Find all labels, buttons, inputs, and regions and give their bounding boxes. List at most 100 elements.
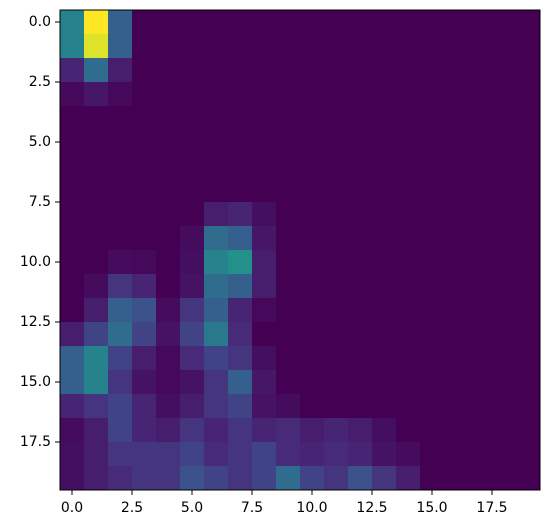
cell: [516, 106, 541, 131]
cell: [156, 130, 181, 155]
cell: [420, 418, 445, 443]
cell: [204, 10, 229, 35]
cell: [132, 178, 157, 203]
cell: [252, 442, 277, 467]
cell: [372, 346, 397, 371]
cell: [228, 418, 253, 443]
cell: [372, 274, 397, 299]
cell: [276, 394, 301, 419]
cell: [84, 418, 109, 443]
cell: [276, 322, 301, 347]
cell: [348, 394, 373, 419]
cell: [60, 58, 85, 83]
cell: [108, 370, 133, 395]
cell: [444, 130, 469, 155]
cell: [348, 418, 373, 443]
cell: [516, 202, 541, 227]
cell: [492, 418, 517, 443]
cell: [444, 154, 469, 179]
cell: [420, 322, 445, 347]
cell: [324, 10, 349, 35]
x-tick-label: 12.5: [356, 500, 387, 516]
cell: [252, 106, 277, 131]
y-tick-label: 7.5: [29, 194, 51, 210]
axes-frame: [59, 9, 541, 491]
cell: [276, 370, 301, 395]
cell: [324, 82, 349, 107]
cell: [348, 250, 373, 275]
cell: [60, 298, 85, 323]
cell: [492, 394, 517, 419]
cell: [204, 466, 229, 491]
cell: [252, 226, 277, 251]
cell: [60, 10, 85, 35]
cell: [276, 82, 301, 107]
cell: [228, 346, 253, 371]
cell: [492, 442, 517, 467]
cell: [300, 106, 325, 131]
cell: [228, 202, 253, 227]
cell: [348, 274, 373, 299]
cell: [228, 58, 253, 83]
cell: [84, 10, 109, 35]
cell: [156, 466, 181, 491]
cell: [396, 58, 421, 83]
cell: [180, 106, 205, 131]
cell: [276, 418, 301, 443]
cell: [204, 58, 229, 83]
cell: [420, 394, 445, 419]
cell: [468, 346, 493, 371]
cell: [468, 58, 493, 83]
y-tick-label: 15.0: [20, 374, 51, 390]
cell: [60, 154, 85, 179]
cell: [324, 466, 349, 491]
cell: [372, 154, 397, 179]
cell: [492, 274, 517, 299]
cell: [84, 226, 109, 251]
cell: [228, 82, 253, 107]
cell: [300, 82, 325, 107]
x-tick-label: 5.0: [181, 500, 203, 516]
cell: [252, 370, 277, 395]
cell: [420, 10, 445, 35]
cell: [516, 178, 541, 203]
cell: [60, 178, 85, 203]
cell: [420, 250, 445, 275]
x-tick-label: 0.0: [61, 500, 83, 516]
cell: [60, 370, 85, 395]
cell: [156, 226, 181, 251]
cell: [396, 322, 421, 347]
cell: [204, 346, 229, 371]
cell: [108, 322, 133, 347]
cell: [516, 370, 541, 395]
cell: [252, 82, 277, 107]
cell: [516, 10, 541, 35]
cell: [324, 226, 349, 251]
cell: [420, 154, 445, 179]
cell: [252, 58, 277, 83]
cell: [468, 274, 493, 299]
cell: [276, 466, 301, 491]
cell: [204, 394, 229, 419]
cell: [492, 202, 517, 227]
cell: [468, 82, 493, 107]
cell: [324, 394, 349, 419]
cell: [108, 130, 133, 155]
cell: [204, 442, 229, 467]
y-tick-label: 12.5: [20, 314, 51, 330]
cell: [324, 250, 349, 275]
cell: [60, 394, 85, 419]
cell: [444, 178, 469, 203]
cell: [132, 322, 157, 347]
cell: [108, 34, 133, 59]
cell: [132, 226, 157, 251]
cell: [300, 250, 325, 275]
cell: [276, 106, 301, 131]
cell: [84, 274, 109, 299]
cell: [300, 418, 325, 443]
cell: [396, 466, 421, 491]
cell: [60, 82, 85, 107]
cell: [84, 82, 109, 107]
cell: [396, 10, 421, 35]
